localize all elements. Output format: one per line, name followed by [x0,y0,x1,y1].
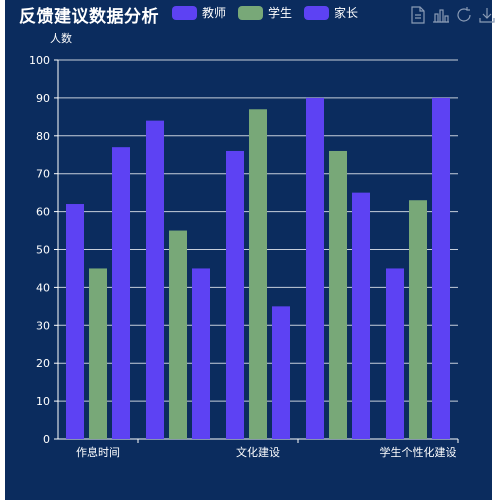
bar [146,120,164,439]
legend-swatch-student [238,5,264,20]
toolbox [408,5,500,25]
legend-item-teacher[interactable]: 教师 [172,4,226,21]
x-tick-label: 学生个性化建设 [380,445,457,459]
legend-label-student: 学生 [268,6,293,20]
bar [386,268,404,439]
y-tick-label: 60 [36,206,50,219]
y-axis-name: 人数 [50,32,72,45]
y-tick-label: 50 [36,244,50,257]
bar [192,268,210,439]
chart-title: 反馈建议数据分析 [19,7,159,27]
y-tick-label: 10 [36,395,50,408]
bar [249,109,267,440]
y-tick-label: 20 [36,357,50,370]
bar-chart-icon[interactable] [431,5,451,25]
legend-swatch-teacher [172,5,197,20]
legend-label-teacher: 教师 [202,6,227,20]
bar [169,230,187,439]
bar [352,192,370,439]
x-tick-label: 文化建设 [236,445,280,459]
legend-item-parent[interactable]: 家长 [304,4,358,21]
y-tick-label: 0 [43,433,50,446]
bar [272,306,290,439]
y-tick-label: 80 [36,130,50,143]
bar [112,147,130,440]
y-tick-label: 90 [36,92,50,105]
bar [306,97,324,440]
x-tick-label: 作息时间 [76,445,120,459]
data-view-icon[interactable] [408,5,428,25]
y-tick-label: 40 [36,281,50,294]
legend-label-parent: 家长 [334,6,359,20]
bar [226,150,244,439]
y-tick-label: 70 [36,168,50,181]
legend: 教师 学生 家长 [172,4,370,21]
legend-swatch-parent [304,5,330,20]
bar [432,97,450,440]
legend-item-student[interactable]: 学生 [238,4,292,21]
bar [329,150,347,439]
y-tick-label: 100 [29,54,50,67]
bar-chart: 0 10 20 30 40 50 60 70 80 90 100 作息时间 文化建设 学生个性化建设 [29,54,459,459]
chart-panel: 0 10 20 30 40 50 60 70 80 90 100 作息时间 文化建设 学生个性化建设 反馈… [5,0,495,500]
save-image-icon[interactable] [477,5,497,25]
bar [409,200,427,439]
y-tick-label: 30 [36,319,50,332]
restore-icon[interactable] [454,5,474,25]
bar [66,204,84,439]
bar [89,268,107,439]
